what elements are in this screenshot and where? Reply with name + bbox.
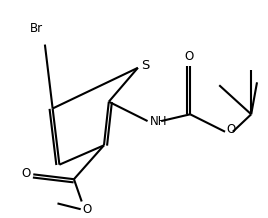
Text: Br: Br: [29, 22, 43, 35]
Text: NH: NH: [150, 115, 167, 128]
Text: O: O: [21, 167, 30, 180]
Text: O: O: [185, 50, 194, 63]
Text: O: O: [83, 203, 92, 216]
Text: O: O: [226, 123, 235, 136]
Text: S: S: [141, 59, 149, 72]
